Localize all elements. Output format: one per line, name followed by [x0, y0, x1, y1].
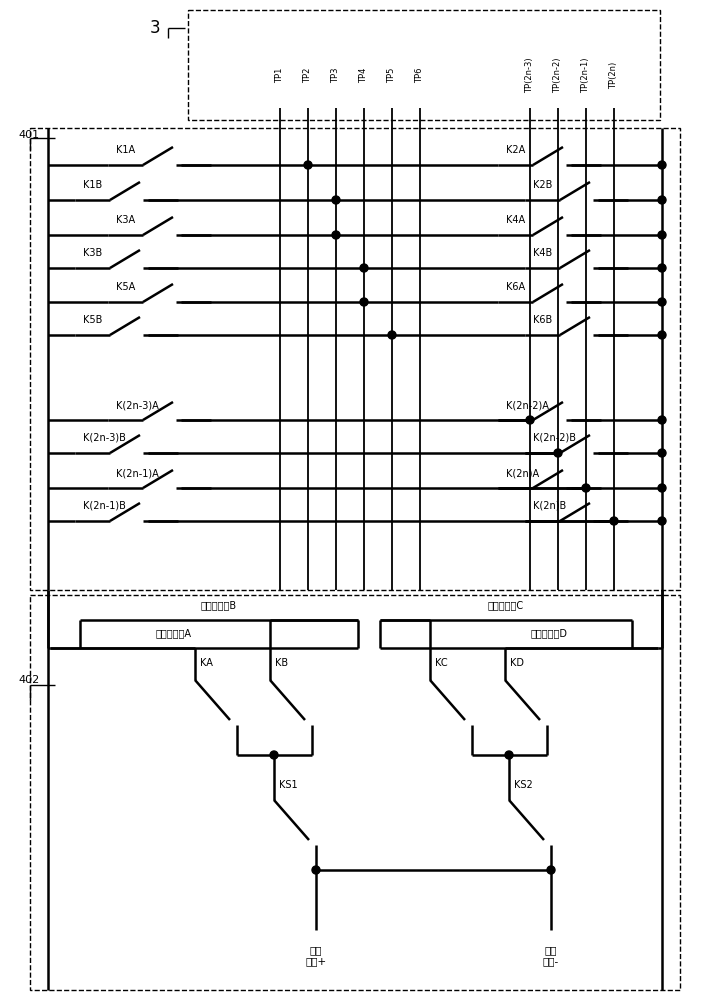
- Circle shape: [582, 484, 590, 492]
- Text: TP1: TP1: [275, 67, 285, 83]
- Bar: [30, 128, 680, 590]
- Text: TP(2n): TP(2n): [610, 61, 619, 89]
- Text: KD: KD: [510, 658, 524, 668]
- Text: K5B: K5B: [83, 315, 103, 325]
- Circle shape: [304, 161, 312, 169]
- Circle shape: [526, 416, 534, 424]
- Circle shape: [312, 866, 320, 874]
- Text: TP3: TP3: [331, 67, 341, 83]
- Text: K5A: K5A: [116, 282, 135, 292]
- Text: K2B: K2B: [533, 180, 552, 190]
- Circle shape: [658, 449, 666, 457]
- Text: K(2n)B: K(2n)B: [533, 501, 566, 511]
- Text: K1A: K1A: [116, 145, 135, 155]
- Circle shape: [332, 231, 340, 239]
- Text: K(2n)A: K(2n)A: [506, 468, 539, 478]
- Circle shape: [658, 231, 666, 239]
- Text: 模拟信号线B: 模拟信号线B: [201, 600, 237, 610]
- Text: K(2n-1)A: K(2n-1)A: [116, 468, 159, 478]
- Text: K3A: K3A: [116, 215, 135, 225]
- Circle shape: [658, 416, 666, 424]
- Circle shape: [610, 517, 618, 525]
- Circle shape: [658, 517, 666, 525]
- Text: K4B: K4B: [533, 248, 552, 258]
- Text: 模拟信号线D: 模拟信号线D: [530, 628, 568, 638]
- Text: K6A: K6A: [506, 282, 525, 292]
- Text: 激励
信号-: 激励 信号-: [543, 945, 559, 967]
- Circle shape: [554, 449, 562, 457]
- Circle shape: [360, 264, 368, 272]
- Text: K(2n-2)A: K(2n-2)A: [506, 400, 549, 410]
- Text: 模拟信号线A: 模拟信号线A: [156, 628, 192, 638]
- Text: TP5: TP5: [387, 67, 396, 83]
- Circle shape: [332, 196, 340, 204]
- Text: 3: 3: [149, 19, 160, 37]
- Text: TP4: TP4: [360, 67, 368, 83]
- Text: K3B: K3B: [83, 248, 102, 258]
- Text: KS2: KS2: [514, 780, 532, 790]
- Circle shape: [658, 264, 666, 272]
- Bar: [30, 595, 680, 990]
- Circle shape: [658, 161, 666, 169]
- Text: KB: KB: [275, 658, 288, 668]
- Circle shape: [658, 484, 666, 492]
- Text: KS1: KS1: [279, 780, 297, 790]
- Text: TP2: TP2: [304, 67, 312, 83]
- Text: TP(2n-1): TP(2n-1): [581, 57, 590, 93]
- Circle shape: [547, 866, 555, 874]
- Circle shape: [360, 298, 368, 306]
- Text: K6B: K6B: [533, 315, 552, 325]
- Text: K(2n-3)B: K(2n-3)B: [83, 433, 126, 443]
- Text: 402: 402: [18, 675, 39, 685]
- Circle shape: [658, 298, 666, 306]
- Text: K4A: K4A: [506, 215, 525, 225]
- Circle shape: [270, 751, 278, 759]
- Text: 激励
信号+: 激励 信号+: [305, 945, 326, 967]
- Text: K1B: K1B: [83, 180, 102, 190]
- Text: K(2n-3)A: K(2n-3)A: [116, 400, 159, 410]
- Text: K(2n-1)B: K(2n-1)B: [83, 501, 126, 511]
- Circle shape: [505, 751, 513, 759]
- Circle shape: [658, 196, 666, 204]
- Bar: [188, 10, 660, 120]
- Text: K(2n-2)B: K(2n-2)B: [533, 433, 576, 443]
- Text: KA: KA: [200, 658, 213, 668]
- Text: K2A: K2A: [506, 145, 525, 155]
- Circle shape: [658, 331, 666, 339]
- Text: TP(2n-3): TP(2n-3): [525, 57, 535, 93]
- Circle shape: [388, 331, 396, 339]
- Text: TP(2n-2): TP(2n-2): [554, 57, 562, 93]
- Text: 模拟信号线C: 模拟信号线C: [488, 600, 524, 610]
- Text: TP6: TP6: [416, 67, 425, 83]
- Text: KC: KC: [435, 658, 447, 668]
- Text: 401: 401: [18, 130, 39, 140]
